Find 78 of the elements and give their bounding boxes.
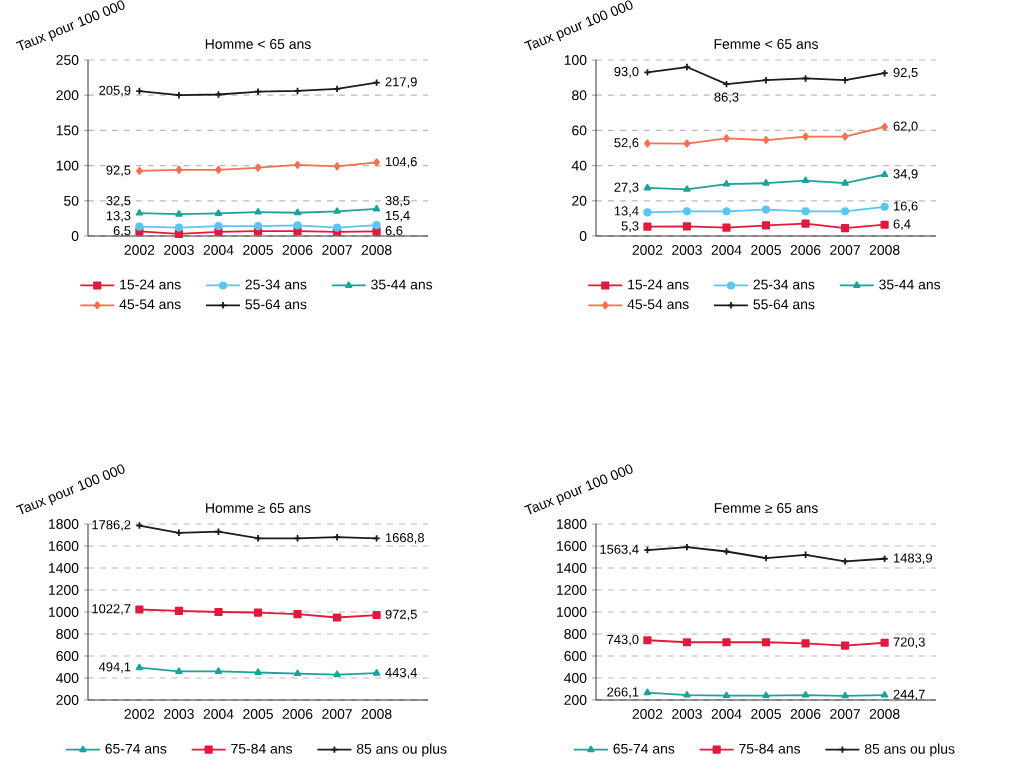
point (373, 158, 380, 167)
point (293, 610, 302, 619)
point (840, 207, 850, 216)
point (372, 669, 381, 676)
point (254, 163, 262, 172)
point (761, 205, 771, 214)
point (880, 638, 889, 647)
point (762, 179, 770, 186)
point (722, 207, 731, 216)
point (214, 607, 223, 617)
point (761, 221, 771, 230)
point (175, 667, 183, 674)
point (682, 638, 692, 647)
point (135, 663, 144, 671)
point (643, 636, 652, 645)
point (174, 223, 184, 232)
point (175, 210, 183, 217)
point (254, 207, 262, 215)
point (841, 179, 849, 186)
point (722, 638, 731, 647)
point (880, 690, 889, 698)
point (840, 641, 850, 650)
point (214, 222, 223, 231)
point (136, 166, 143, 175)
point (762, 135, 770, 145)
point (801, 639, 810, 648)
point (802, 132, 809, 141)
point (254, 668, 262, 675)
point (880, 170, 889, 178)
point (881, 122, 888, 131)
point (801, 207, 810, 216)
point (643, 208, 652, 217)
point (722, 223, 731, 232)
point (761, 638, 771, 647)
point (801, 690, 810, 698)
point (253, 222, 263, 231)
point (840, 223, 850, 233)
point (643, 222, 652, 231)
point (644, 139, 651, 148)
point (294, 160, 301, 169)
point (293, 221, 302, 230)
point (135, 222, 144, 231)
point (215, 165, 222, 174)
point (762, 691, 770, 699)
point (683, 139, 691, 148)
point (372, 221, 381, 230)
point (333, 207, 341, 214)
point (723, 134, 730, 143)
point (214, 667, 223, 674)
point (332, 613, 342, 622)
point (801, 176, 810, 184)
point (293, 669, 302, 677)
point (841, 132, 849, 141)
point (880, 220, 889, 229)
point (372, 204, 381, 212)
point (253, 87, 263, 96)
point (682, 207, 692, 216)
point (801, 219, 810, 228)
point (372, 610, 381, 620)
point (683, 185, 691, 192)
point (333, 670, 341, 678)
point (174, 606, 184, 615)
point (214, 227, 223, 236)
point (683, 690, 691, 698)
point (175, 165, 183, 174)
point (135, 209, 144, 216)
point (722, 691, 731, 699)
point (722, 179, 731, 187)
point (880, 202, 889, 211)
point (293, 208, 302, 216)
point (135, 605, 144, 614)
point (643, 688, 652, 696)
point (841, 691, 849, 699)
point (682, 222, 692, 231)
point (643, 183, 652, 191)
point (214, 209, 223, 216)
point (333, 162, 341, 171)
point (253, 608, 263, 617)
